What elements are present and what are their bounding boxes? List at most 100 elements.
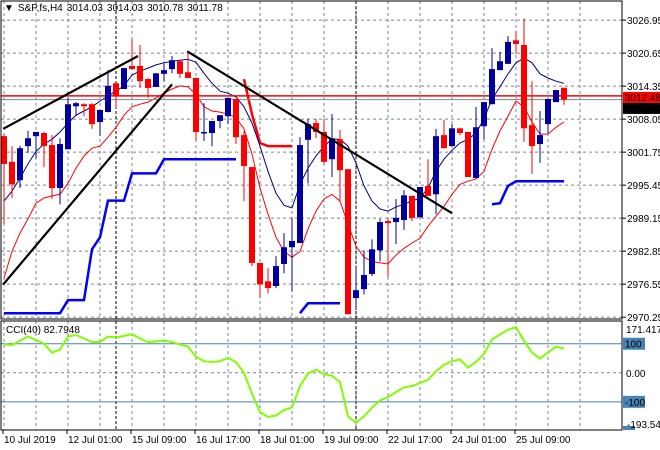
candle [25,130,31,153]
close-value: 3011.78 [187,3,223,14]
triangle-down-icon[interactable]: ▼ [4,3,14,14]
candle-body [305,124,311,140]
candle-body [233,98,239,138]
candle [481,102,487,140]
candle-body [73,103,79,107]
candle-body [297,145,303,244]
candle-body [393,217,399,223]
candle [497,51,503,71]
candle [289,217,295,292]
candle-body [489,69,495,105]
candle [9,146,15,198]
candle [65,97,71,150]
candle [233,98,239,145]
time-axis-label: 25 Jul 09:00 [516,435,571,446]
candle-body [361,274,367,290]
cci-axis-zero-label: 0.00 [626,369,646,380]
candle-body [161,70,167,74]
candle [1,134,7,225]
candle-body [41,133,47,147]
time-axis-label: 10 Jul 2019 [4,435,56,446]
candle-body [369,249,375,274]
candle-body [497,61,503,71]
candle [49,135,55,200]
time-axis-label: 22 Jul 17:00 [388,435,443,446]
candle [265,268,271,294]
candle [441,119,447,149]
candle-body [209,120,215,134]
candle-body [353,290,359,299]
candle [57,138,63,205]
candle-body [49,145,55,189]
candle-body [65,104,71,150]
candle [41,131,47,168]
candle [329,114,335,178]
candle [201,103,207,141]
cci-marker-tag [623,426,635,430]
cci-indicator-label: CCI(40) 82.7948 [6,325,80,336]
cci-axis-max-label: 171.4179 [626,325,660,336]
candle-body [185,72,191,79]
candle [73,102,79,117]
candle [465,131,471,178]
candle-body [129,65,135,70]
candle-body [169,60,175,70]
candle-body [105,85,111,113]
ask-price-label: 3012.48 [625,93,660,104]
candle-body [377,222,383,251]
candle-body [33,131,39,137]
cci-level-tag [623,337,645,350]
cci-level-tag [623,395,645,408]
candle [145,78,151,98]
candle [513,30,519,54]
price-axis-label: 3001.75 [627,148,660,159]
trendline [2,83,173,286]
candle-body [537,135,543,145]
candle [561,87,567,105]
candle [417,186,423,218]
candle-body [481,102,487,127]
candle-body [57,144,63,189]
price-axis-label: 2970.25 [627,313,660,324]
candle [537,111,543,163]
candle [209,120,215,147]
main-panel-border [0,0,623,320]
candle-body [137,65,143,82]
candle-body [449,128,455,147]
candle-body [313,123,319,132]
candle [425,159,431,196]
candle [361,250,367,295]
candle-body [193,78,199,132]
candle [281,233,287,274]
price-axis-label: 2995.45 [627,181,660,192]
candle-body [417,186,423,218]
candle [137,45,143,88]
candle-body [241,135,247,167]
candle [521,18,527,142]
candle-body [433,136,439,195]
candle [81,103,87,117]
time-axis-label: 19 Jul 09:00 [324,435,379,446]
candle-body [249,167,255,263]
candle [545,98,551,134]
candle [529,81,535,174]
candle-body [113,83,119,96]
candle-body [385,221,391,224]
candle [193,77,199,141]
candle [105,70,111,113]
cci-panel-border [0,320,623,431]
candle [169,56,175,74]
candle [385,218,391,278]
candle-body [561,87,567,100]
candle-body [17,148,23,181]
bid-price-label: 3011.78 [625,104,660,115]
resistance-step-line [242,78,292,148]
cci-axis-level-label: -100 [625,398,645,409]
candle [401,190,407,230]
cci-line [3,326,565,424]
candle [305,118,311,184]
candle-body [217,115,223,121]
candle-body [265,281,271,289]
candle [313,118,319,139]
